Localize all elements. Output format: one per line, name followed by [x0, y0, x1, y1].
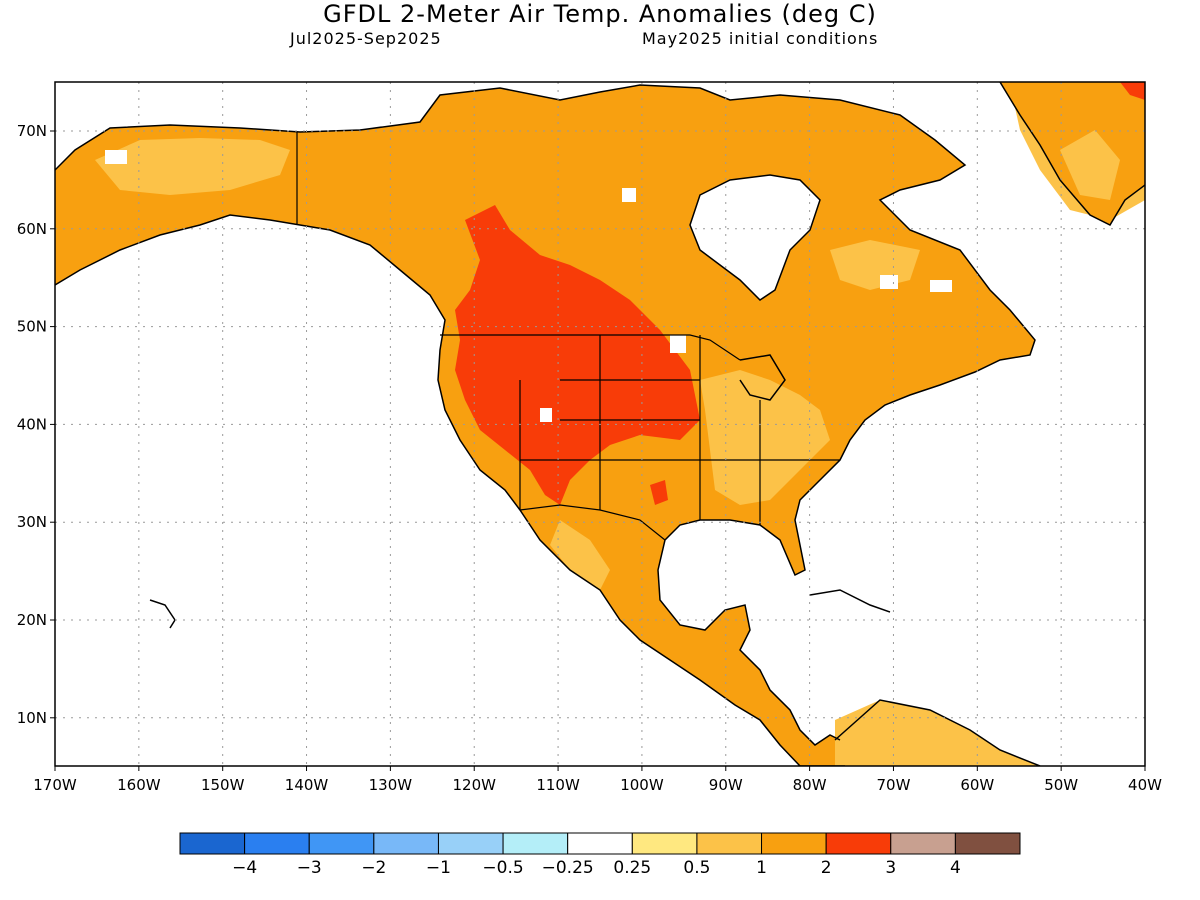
lon-tick-label: 160W [117, 776, 161, 794]
lat-lon-grid [55, 82, 1145, 766]
colorbar-label: −0.5 [482, 858, 523, 878]
colorbar-label: −2 [361, 858, 386, 878]
greenland-strong [1120, 82, 1145, 100]
colorbar-swatch [631, 832, 698, 855]
lon-tick-label: 140W [285, 776, 329, 794]
colorbar-label: 3 [885, 858, 896, 878]
colorbar-swatch [308, 832, 375, 855]
colorbar-swatch [179, 832, 246, 855]
latitude-labels: 70N 60N 50N 40N 30N 20N 10N [17, 122, 55, 727]
colorbar-swatch [567, 832, 633, 855]
colorbar-swatch [761, 832, 827, 855]
colorbar-swatch [437, 832, 504, 855]
colorbar-label: 1 [756, 858, 767, 878]
colorbar-label: −3 [297, 858, 322, 878]
lon-tick-label: 50W [1044, 776, 1078, 794]
lat-tick-label: 10N [17, 709, 47, 727]
colorbar-swatch [244, 832, 310, 855]
hudson-bay [689, 174, 821, 301]
greenland-moderate [1060, 130, 1120, 200]
lon-tick-label: 40W [1128, 776, 1162, 794]
lon-tick-label: 80W [793, 776, 827, 794]
colorbar-label: 0.25 [613, 858, 651, 878]
colorbar-swatch [890, 832, 956, 855]
lat-tick-label: 40N [17, 415, 47, 433]
colorbar-label: −4 [232, 858, 257, 878]
lat-tick-label: 20N [17, 611, 47, 629]
lat-tick-label: 30N [17, 513, 47, 531]
lon-tick-label: 110W [536, 776, 580, 794]
forecast-period: Jul2025-Sep2025 [290, 29, 442, 48]
colorbar-label: 0.5 [683, 858, 710, 878]
strong-anomaly-patch [650, 480, 668, 505]
lon-tick-label: 70W [877, 776, 911, 794]
lat-tick-label: 60N [17, 220, 47, 238]
colorbar-label: 2 [821, 858, 832, 878]
colorbar: −4 −3 −2 −1 −0.5 −0.25 0.25 0.5 1 2 3 4 [179, 832, 1021, 878]
colorbar-swatch [373, 832, 439, 855]
colorbar-swatch [825, 832, 892, 855]
political-borders [296, 132, 840, 541]
map-plot-area [55, 82, 1145, 766]
map-title: GFDL 2-Meter Air Temp. Anomalies (deg C) [323, 0, 877, 28]
lat-tick-label: 50N [17, 318, 47, 336]
coastlines [55, 82, 1145, 766]
initial-conditions: May2025 initial conditions [642, 29, 879, 48]
lon-tick-label: 150W [201, 776, 245, 794]
lon-tick-label: 130W [369, 776, 413, 794]
colorbar-swatch [954, 832, 1021, 855]
lon-tick-label: 120W [452, 776, 496, 794]
colorbar-swatch [696, 832, 763, 855]
lon-tick-label: 170W [33, 776, 77, 794]
colorbar-label: 4 [950, 858, 961, 878]
lon-tick-label: 60W [960, 776, 994, 794]
colorbar-label: −0.25 [542, 858, 594, 878]
colorbar-label: −1 [426, 858, 451, 878]
neutral-anomaly-pockets [105, 150, 952, 422]
colorbar-swatch [502, 832, 569, 855]
lat-tick-label: 70N [17, 122, 47, 140]
lon-tick-label: 90W [709, 776, 743, 794]
lon-tick-label: 100W [620, 776, 664, 794]
strong-anomaly-core [455, 205, 700, 505]
longitude-labels: 170W 160W 150W 140W 130W 120W 110W 100W 90W 80W 70… [33, 766, 1162, 794]
